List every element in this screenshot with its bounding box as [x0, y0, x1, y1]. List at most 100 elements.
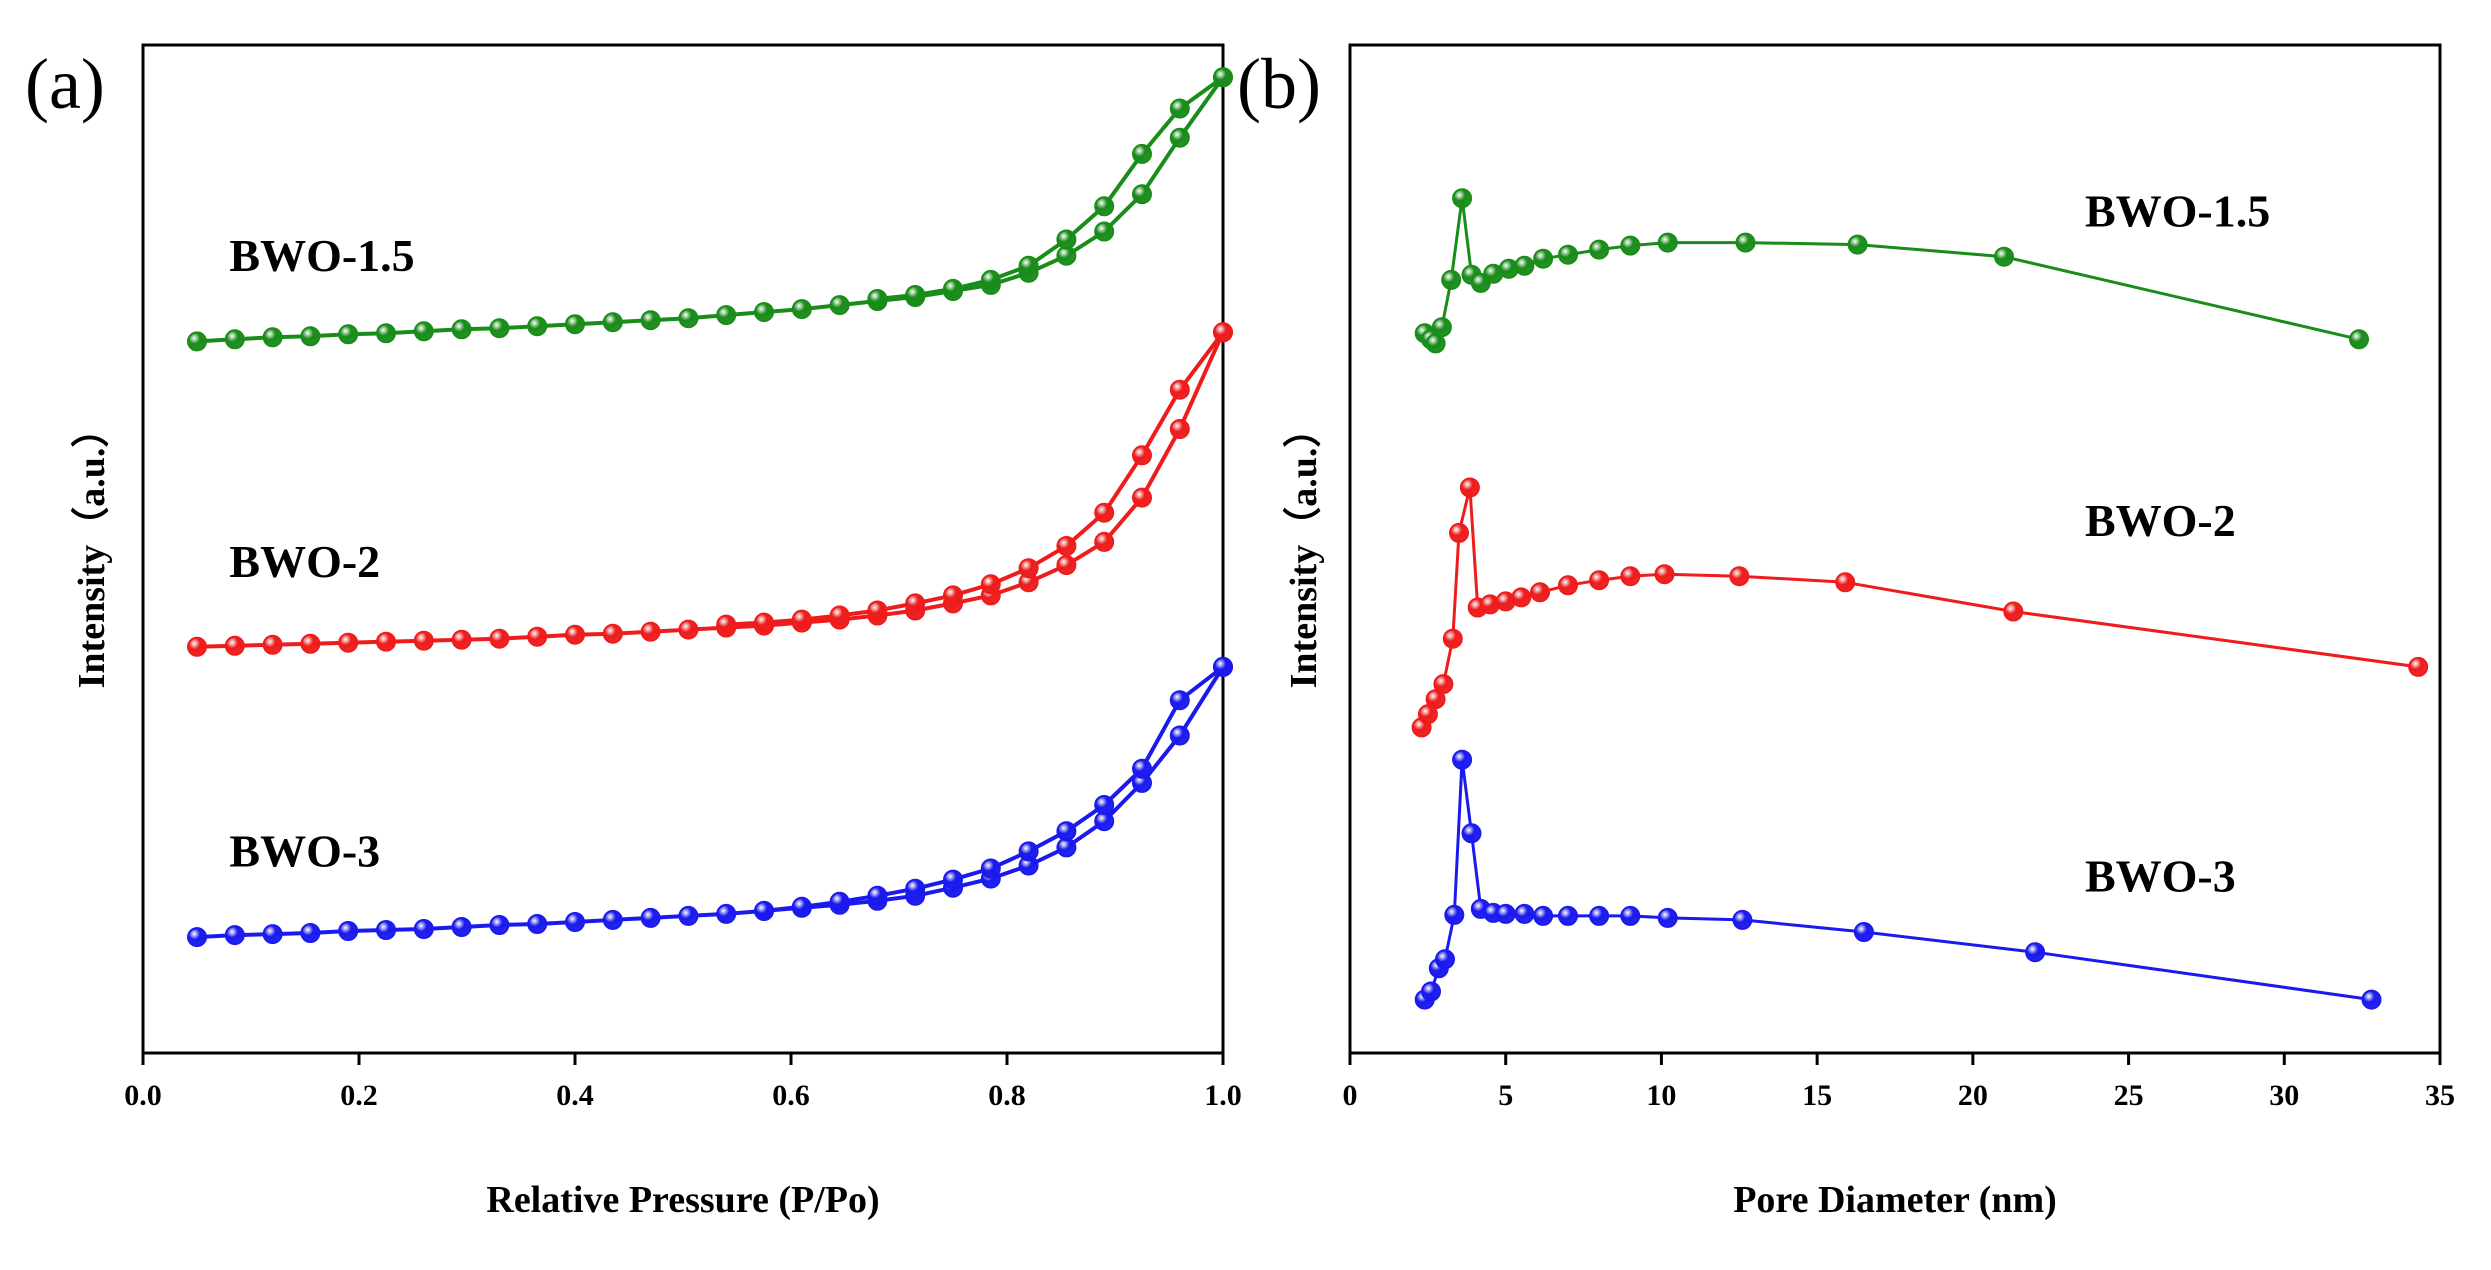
panel-a-bwo-1-5-point — [224, 329, 245, 350]
panel-b-bwo-3-point — [1444, 904, 1465, 925]
panel-a-bwo-3-desorption-point — [943, 869, 963, 890]
panel-b-series-label-bwo-2: BWO-2 — [2085, 495, 2236, 546]
panel-a-bwo-1-5-point — [187, 331, 207, 352]
panel-a-series — [187, 67, 1233, 948]
panel-a-bwo-3-point — [527, 914, 548, 934]
panel-b-x-axis-title: Pore Diameter (nm) — [1733, 1179, 2057, 1221]
panel-a-bwo-3-point — [489, 915, 510, 935]
panel-a-bwo-1-5-point — [829, 295, 850, 316]
panel-a-bwo-1-5-desorption-line — [877, 75, 1225, 301]
panel-b-bwo-2-point — [1835, 572, 1856, 593]
panel-a-plot-frame — [141, 43, 1225, 1055]
panel-b-bwo-2-point — [1433, 674, 1454, 695]
panel-a-bwo-3-desorption-point — [905, 878, 926, 899]
panel-a-bwo-3-desorption-point — [1056, 821, 1077, 842]
panel-a-bwo-1-5-desorption-point — [1132, 143, 1152, 164]
panel-a-bwo-2-point — [262, 634, 283, 655]
panel-b-bwo-2-point — [2408, 656, 2429, 677]
panel-a-bwo-2-point — [1094, 531, 1115, 552]
panel-b-bwo-1-5-point — [1589, 239, 1610, 260]
panel-b-bwo-3-point — [2025, 942, 2046, 963]
panel-a-bwo-1-5-point — [716, 305, 737, 326]
panel-a-bwo-3-desorption-point — [1094, 795, 1115, 815]
panel-a-bwo-3-point — [376, 920, 396, 940]
panel-b-bwo-2-point — [1442, 628, 1463, 649]
panel-b-bwo-2-line — [1420, 486, 2419, 729]
panel-a-x-tick-label: 0.6 — [772, 1079, 810, 1112]
panel-a-bwo-3-point — [224, 925, 245, 946]
panel-a-bwo-2-point — [338, 632, 359, 653]
panel-a-series-label-bwo-3: BWO-3 — [229, 826, 380, 877]
panel-a-bwo-1-5-desorption-point — [980, 269, 1001, 290]
panel-a-bwo-1-5-point — [1169, 127, 1190, 148]
panel-a-bwo-2-desorption-point — [1132, 445, 1152, 466]
panel-a-bwo-2-point — [224, 635, 245, 656]
panel-a-bwo-2-desorption-point — [1018, 558, 1039, 579]
panel-b-bwo-1-5-point — [1994, 246, 2014, 267]
panel-a-bwo-1-5-desorption-point — [943, 278, 963, 299]
panel-b-x-tick-label: 15 — [1802, 1079, 1832, 1112]
panel-b-bwo-1-5-point — [1533, 248, 1554, 269]
panel-a-bwo-2-point — [602, 623, 623, 644]
panel-b-x-ticks: 0 5 10 15 20 25 30 35 — [1343, 1053, 2455, 1112]
panel-b-bwo-1-5-point — [1657, 232, 1678, 253]
panel-a-bwo-3-point — [451, 917, 472, 937]
panel-a-bwo-2-desorption-point — [1169, 379, 1190, 400]
panel-b-bwo-3-point — [1589, 905, 1610, 926]
panel-b-bwo-2-point — [1530, 582, 1550, 603]
panel-a-bwo-2-point — [413, 630, 434, 651]
panel-a-bwo-2-desorption-point — [943, 585, 963, 606]
panel-a-x-tick-label: 0.4 — [556, 1079, 594, 1112]
panel-a-bwo-3-point — [602, 909, 623, 930]
panel-b-bwo-3-point — [1452, 749, 1473, 770]
panel-a-x-tick-label: 0.0 — [124, 1079, 162, 1112]
panel-a-x-tick-label: 1.0 — [1204, 1079, 1242, 1112]
panel-a-bwo-3-point — [413, 919, 434, 939]
panel-a-bwo-3-desorption-point — [1169, 690, 1190, 711]
panel-b-bwo-3-point — [1461, 823, 1482, 844]
panel-a-bwo-2-point — [1056, 555, 1077, 576]
panel-a-bwo-1-5-desorption-point — [1169, 98, 1190, 119]
panel-a-bwo-1-5-point — [1094, 221, 1115, 242]
panel-b-bwo-2-point — [1654, 564, 1675, 585]
panel-a-bwo-1-5-point — [791, 299, 812, 320]
panel-a-bwo-2-desorption-point — [1056, 536, 1077, 556]
panel-b-plot-frame — [1348, 43, 2442, 1055]
panel-a-bwo-2-point — [376, 631, 396, 652]
panel-a-bwo-2-desorption-point — [1094, 502, 1115, 523]
panel-a-bwo-2-desorption-point — [1213, 322, 1233, 343]
panel-a-bwo-2-point — [187, 636, 207, 657]
panel-a-bwo-2-point — [678, 619, 699, 640]
panel-a-bwo-1-5-desorption-point — [1094, 196, 1115, 217]
panel-a-bwo-3-desorption-point — [1018, 841, 1039, 862]
panel-a-bwo-2-desorption-point — [980, 574, 1001, 595]
panel-a-series-label-bwo-1-5: BWO-1.5 — [229, 230, 414, 281]
panel-b-series-labels: BWO-1.5 BWO-2 BWO-3 — [2085, 185, 2270, 901]
panel-a-bwo-3-point — [187, 927, 207, 948]
panel-a-bwo-3-point — [300, 923, 321, 943]
panel-b-bwo-1-5-point — [1441, 269, 1462, 290]
panel-a-bwo-1-5-point — [489, 318, 510, 339]
panel-a-bwo-1-5-point — [640, 310, 661, 331]
panel-a-y-axis-title: Intensity（a.u.） — [71, 410, 113, 689]
panel-b-bwo-2-point — [1449, 522, 1469, 543]
panel-a-bwo-2-line — [196, 331, 1225, 649]
panel-a-bwo-3-point — [1169, 725, 1190, 746]
panel-b-x-tick-label: 30 — [2269, 1079, 2299, 1112]
panel-a-bwo-1-5-point — [413, 321, 434, 342]
panel-a-x-tick-label: 0.2 — [340, 1079, 378, 1112]
panel-a-bwo-3-desorption-point — [754, 900, 774, 921]
panel-b-bwo-2-point — [1459, 477, 1480, 498]
panel-a-bwo-1-5-point — [338, 324, 359, 345]
panel-a-bwo-3-point — [678, 905, 699, 926]
panel-b-x-tick-label: 5 — [1498, 1079, 1513, 1112]
panel-b-bwo-3-point — [1533, 905, 1554, 926]
panel-a-bwo-2-point — [300, 633, 321, 654]
panel-b-bwo-1-5-point — [1558, 244, 1578, 265]
panel-b-x-tick-label: 10 — [1646, 1079, 1676, 1112]
panel-a-bwo-2-desorption-point — [716, 614, 737, 635]
panel-b-bwo-1-5-point — [1620, 235, 1641, 256]
panel-a-bwo-1-5-point — [754, 302, 774, 323]
panel-a-bwo-1-5-point — [527, 316, 548, 337]
